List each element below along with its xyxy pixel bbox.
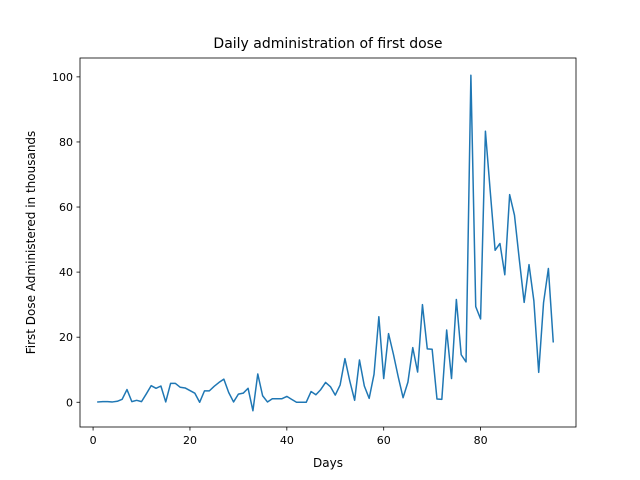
- chart-title: Daily administration of first dose: [213, 36, 442, 52]
- x-tick-label: 80: [474, 434, 488, 447]
- plot-frame: [79, 57, 577, 428]
- x-tick-label: 40: [280, 434, 294, 447]
- series-line-0: [97, 74, 555, 412]
- y-tick-label: 20: [59, 331, 73, 344]
- y-axis: 0 20 40 60 80 100: [52, 71, 80, 409]
- y-axis-label: First Dose Administered in thousands: [24, 131, 38, 355]
- x-tick-label: 0: [90, 434, 97, 447]
- y-tick-label: 80: [59, 136, 73, 149]
- plot-area: [97, 74, 555, 412]
- x-axis: 0 20 40 60 80: [90, 427, 488, 447]
- x-axis-label: Days: [313, 456, 343, 470]
- x-tick-label: 60: [377, 434, 391, 447]
- y-tick-label: 60: [59, 201, 73, 214]
- x-tick-label: 20: [183, 434, 197, 447]
- y-tick-label: 0: [66, 396, 73, 409]
- y-tick-label: 40: [59, 266, 73, 279]
- y-tick-label: 100: [52, 71, 73, 84]
